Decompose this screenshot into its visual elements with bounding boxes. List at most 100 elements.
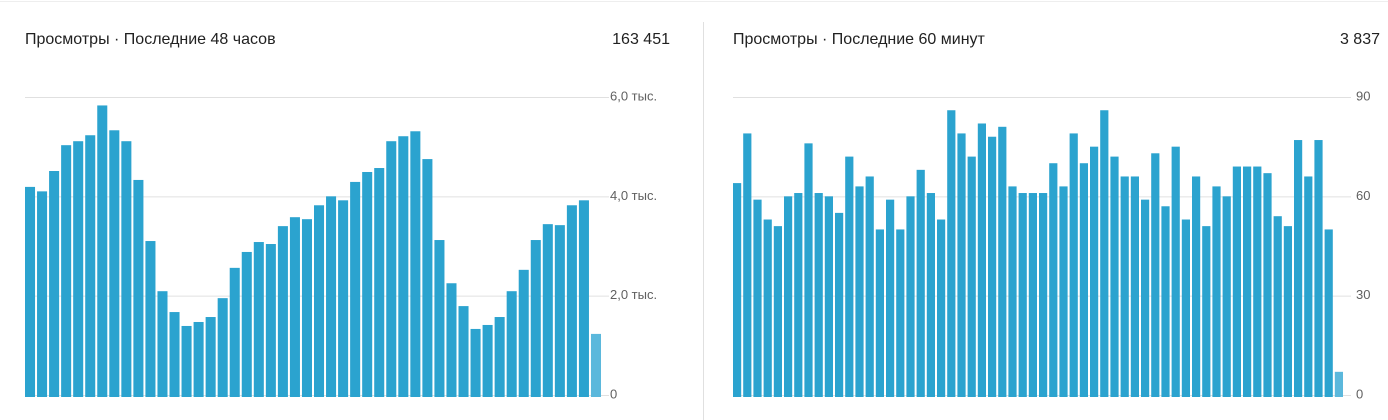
bar: [855, 186, 864, 397]
bar: [773, 226, 782, 397]
bar: [1294, 140, 1303, 398]
bar: [205, 317, 216, 397]
bar: [482, 324, 493, 397]
bar: [85, 135, 96, 397]
bar: [1212, 186, 1221, 397]
bar: [578, 200, 589, 397]
bar: [926, 193, 935, 397]
bar: [824, 196, 833, 397]
bar: [121, 141, 132, 397]
bar: [1232, 166, 1241, 397]
bar: [1120, 176, 1129, 397]
bar: [314, 205, 325, 397]
bar: [865, 176, 874, 397]
bar: [743, 133, 752, 397]
bar: [1283, 226, 1292, 397]
bar: [193, 321, 204, 397]
bar: [181, 325, 192, 397]
bar: [590, 333, 601, 397]
bar: [753, 199, 762, 397]
bar: [49, 171, 60, 397]
bar: [241, 251, 252, 397]
bar: [875, 229, 884, 397]
y-tick-label: 90: [1356, 88, 1370, 103]
bar: [434, 240, 445, 397]
bar: [109, 130, 120, 397]
bar: [1130, 176, 1139, 397]
bar: [1039, 193, 1048, 397]
bar: [1171, 146, 1180, 397]
bar: [1141, 199, 1150, 397]
bar: [458, 306, 469, 397]
bar: [814, 193, 823, 397]
bar: [542, 224, 553, 397]
bar: [265, 244, 276, 397]
bar: [25, 186, 36, 397]
bar: [157, 291, 168, 397]
bar: [494, 317, 505, 397]
bar: [845, 156, 854, 397]
bar: [386, 141, 397, 397]
bar: [350, 181, 361, 397]
y-tick-label: 2,0 тыс.: [610, 287, 657, 302]
bar: [977, 123, 986, 397]
bar: [301, 219, 312, 397]
bar: [988, 136, 997, 397]
bar: [506, 291, 517, 397]
bar: [763, 219, 772, 397]
bar: [967, 156, 976, 397]
bar: [916, 169, 925, 397]
bar: [1008, 186, 1017, 397]
bar: [289, 217, 300, 397]
bar: [906, 196, 915, 397]
bar: [326, 196, 337, 397]
bar: [566, 205, 577, 397]
bar: [518, 269, 529, 397]
bar: [804, 143, 813, 397]
y-tick-label: 60: [1356, 188, 1370, 203]
bar: [937, 219, 946, 397]
total: 3 837: [1340, 31, 1380, 48]
bar: [73, 141, 84, 397]
bar: [470, 328, 481, 397]
bar: [1028, 193, 1037, 397]
bar: [362, 171, 373, 397]
bar: [1324, 229, 1333, 397]
chart-title: Просмотры · Последние 48 часов: [25, 31, 276, 48]
total: 163 451: [612, 31, 670, 48]
bar: [1059, 186, 1068, 397]
bar: [1243, 166, 1252, 397]
bar: [253, 242, 264, 397]
bar: [1018, 193, 1027, 397]
bar: [133, 179, 144, 397]
bar: [1314, 140, 1323, 398]
bar: [1079, 163, 1088, 397]
bar: [835, 212, 844, 397]
bar: [1334, 371, 1343, 397]
bar: [338, 200, 349, 397]
bar: [886, 199, 895, 397]
bar: [37, 191, 48, 397]
bar: [1090, 146, 1099, 397]
bar: [733, 183, 742, 397]
bar: [410, 131, 421, 397]
bar: [1253, 166, 1262, 397]
bar: [784, 196, 793, 397]
bar: [947, 110, 956, 397]
bar: [554, 225, 565, 397]
bar: [1069, 133, 1078, 397]
bar: [957, 133, 966, 397]
y-tick-label: 4,0 тыс.: [610, 188, 657, 203]
bar: [1161, 206, 1170, 397]
bar: [1110, 156, 1119, 397]
bar: [1273, 216, 1282, 397]
bar: [1202, 226, 1211, 397]
bar: [1049, 163, 1058, 397]
bar: [422, 159, 433, 397]
bar: [446, 283, 457, 397]
bar: [1181, 219, 1190, 397]
bar: [169, 312, 180, 397]
y-tick-label: 0: [610, 386, 617, 401]
bar: [1192, 176, 1201, 397]
bar: [61, 145, 72, 397]
